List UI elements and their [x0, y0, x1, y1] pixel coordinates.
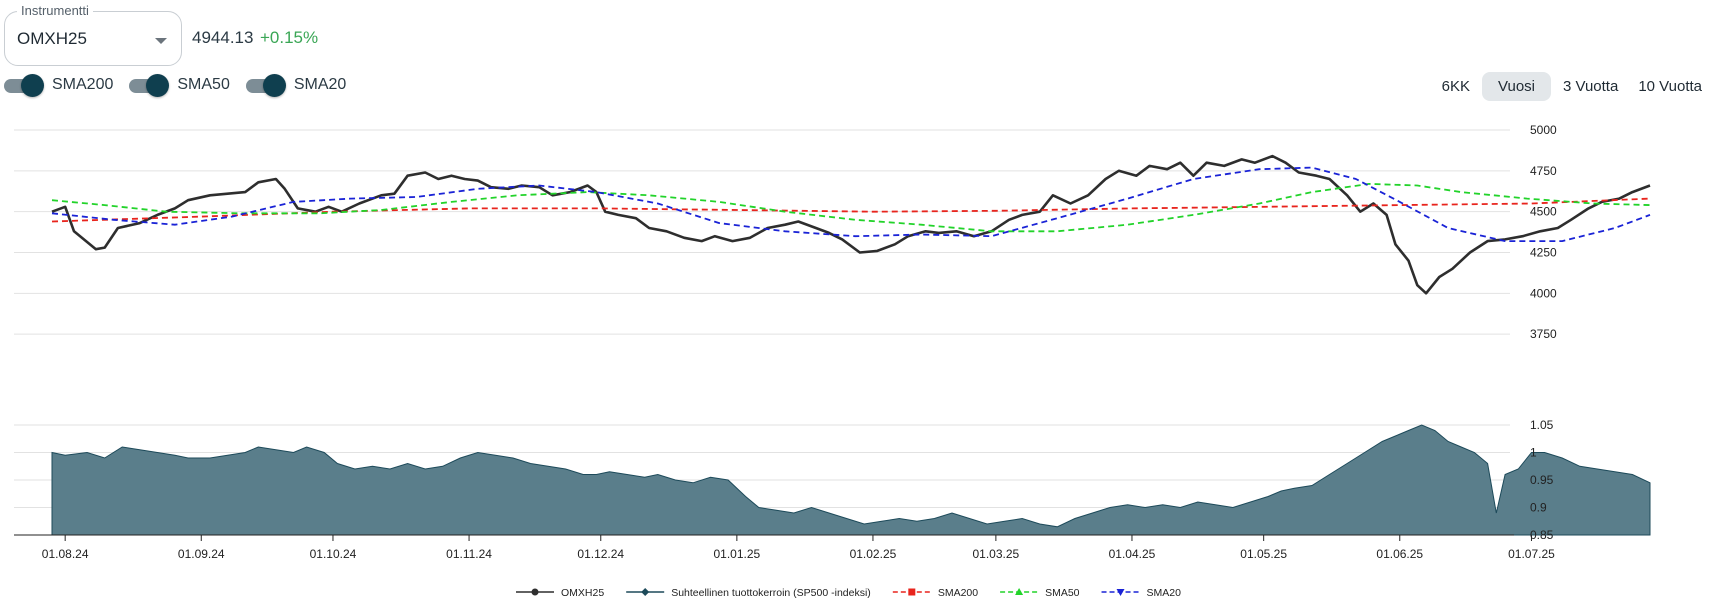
legend-item-suhteellinen-tuottokerroin-sp500-indeksi[interactable]: Suhteellinen tuottokerroin (SP500 -indek… — [626, 587, 871, 599]
chevron-down-icon — [155, 38, 167, 44]
x-tick-label: 01.12.24 — [577, 547, 624, 561]
switch-icon — [129, 74, 170, 97]
legend: OMXH25 Suhteellinen tuottokerroin (SP500 … — [516, 587, 1181, 599]
instrument-select-value: OMXH25 — [17, 29, 87, 48]
legend-marker-icon — [1015, 588, 1024, 595]
legend-item-sma50[interactable]: SMA50 — [1000, 587, 1080, 599]
toggle-sma20-label: SMA20 — [293, 76, 347, 93]
ratio-tick-label: 0.85 — [1530, 528, 1554, 542]
switch-icon — [245, 74, 286, 97]
toggle-sma20[interactable]: SMA20 — [245, 74, 347, 97]
series-sma20-line — [51, 166, 1651, 243]
axes: 5000 4750 4500 4250 4000 3750 1.05 1 0.95 0.9 0.85… — [14, 123, 1557, 561]
legend-marker-icon — [908, 588, 916, 596]
x-tick-label: 01.07.25 — [1508, 547, 1555, 561]
last-price: 4944.13 — [192, 28, 254, 47]
legend-marker-icon — [641, 588, 650, 596]
range-10-vuotta-button[interactable]: 10 Vuotta — [1638, 78, 1702, 95]
toggle-sma200-label: SMA200 — [52, 76, 114, 93]
x-tick-label: 01.11.24 — [446, 547, 492, 561]
price-tick-label: 4500 — [1530, 205, 1557, 219]
legend-item-sma20[interactable]: SMA20 — [1101, 587, 1182, 599]
ratio-area — [51, 424, 1651, 536]
price-tick-label: 4000 — [1530, 286, 1557, 300]
ratio-tick-label: 0.9 — [1530, 501, 1547, 515]
x-tick-label: 01.03.25 — [973, 547, 1020, 561]
range-selector: 6KK Vuosi 3 Vuotta 10 Vuotta — [1434, 72, 1710, 101]
x-tick-label: 01.06.25 — [1376, 547, 1423, 561]
range-6kk-button[interactable]: 6KK — [1441, 78, 1471, 95]
instrument-select[interactable]: Instrumentti OMXH25 — [4, 3, 182, 66]
range-3-vuotta-button[interactable]: 3 Vuotta — [1563, 78, 1619, 95]
toggle-sma50[interactable]: SMA50 — [129, 74, 230, 97]
series-lines — [51, 154, 1651, 295]
range-vuosi-button[interactable]: Vuosi — [1482, 72, 1551, 101]
sma-toggles: SMA200 SMA50 SMA20 — [4, 74, 347, 97]
price-change: +0.15% — [260, 28, 319, 47]
ratio-tick-label: 1 — [1530, 446, 1537, 460]
legend-item-omxh25[interactable]: OMXH25 — [516, 587, 604, 599]
ratio-tick-label: 0.95 — [1530, 473, 1554, 487]
series-suhteellinen-tuottokerroin-sp500-indeksi-area — [51, 424, 1651, 536]
toggle-sma50-label: SMA50 — [177, 76, 230, 93]
price-tick-label: 3750 — [1530, 327, 1557, 341]
x-tick-label: 01.05.25 — [1240, 547, 1287, 561]
x-tick-label: 01.10.24 — [310, 547, 357, 561]
toggle-sma200[interactable]: SMA200 — [4, 74, 114, 97]
switch-icon — [4, 74, 44, 97]
x-tick-label: 01.08.24 — [42, 547, 89, 561]
x-tick-label: 01.09.24 — [178, 547, 225, 561]
legend-label: SMA200 — [938, 587, 978, 599]
legend-label: SMA20 — [1147, 587, 1182, 599]
legend-label: Suhteellinen tuottokerroin (SP500 -indek… — [671, 587, 871, 599]
series-sma50-line — [51, 182, 1651, 233]
legend-item-sma200[interactable]: SMA200 — [892, 587, 978, 599]
price-tick-label: 4750 — [1530, 164, 1557, 178]
x-tick-label: 01.01.25 — [713, 547, 760, 561]
series-omxh25-line — [51, 154, 1651, 295]
instrument-select-label: Instrumentti — [17, 3, 93, 18]
grid — [14, 129, 1510, 508]
legend-label: SMA50 — [1045, 587, 1080, 599]
legend-marker-icon — [531, 588, 539, 596]
x-tick-label: 01.02.25 — [850, 547, 897, 561]
ratio-tick-label: 1.05 — [1530, 418, 1554, 432]
x-tick-label: 01.04.25 — [1109, 547, 1156, 561]
price-tick-label: 4250 — [1530, 246, 1557, 260]
legend-marker-icon — [1116, 589, 1125, 596]
price-tick-label: 5000 — [1530, 123, 1557, 137]
legend-label: OMXH25 — [561, 587, 604, 599]
